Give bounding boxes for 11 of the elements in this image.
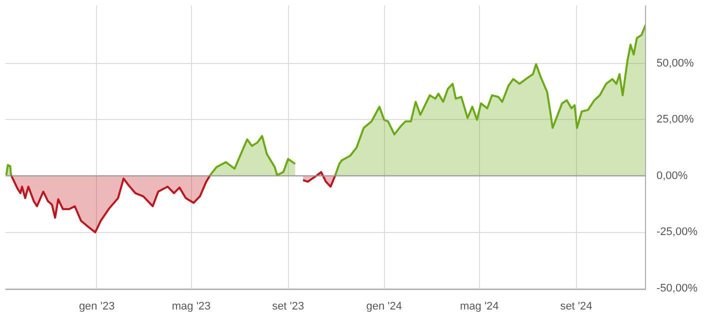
y-tick-label: 25,00% [656, 114, 694, 126]
x-tick-label: set '24 [560, 300, 592, 312]
x-tick-label: mag '23 [172, 300, 211, 312]
y-tick-label: 50,00% [656, 57, 694, 70]
y-tick-label: -50,00% [656, 282, 698, 294]
x-tick-label: mag '24 [460, 300, 499, 312]
x-tick-label: gen '24 [366, 300, 402, 312]
x-tick-label: set '23 [272, 300, 304, 312]
y-tick-label: 0,00% [656, 170, 688, 182]
y-tick-label: -25,00% [656, 226, 698, 238]
x-tick-label: gen '23 [78, 300, 115, 312]
